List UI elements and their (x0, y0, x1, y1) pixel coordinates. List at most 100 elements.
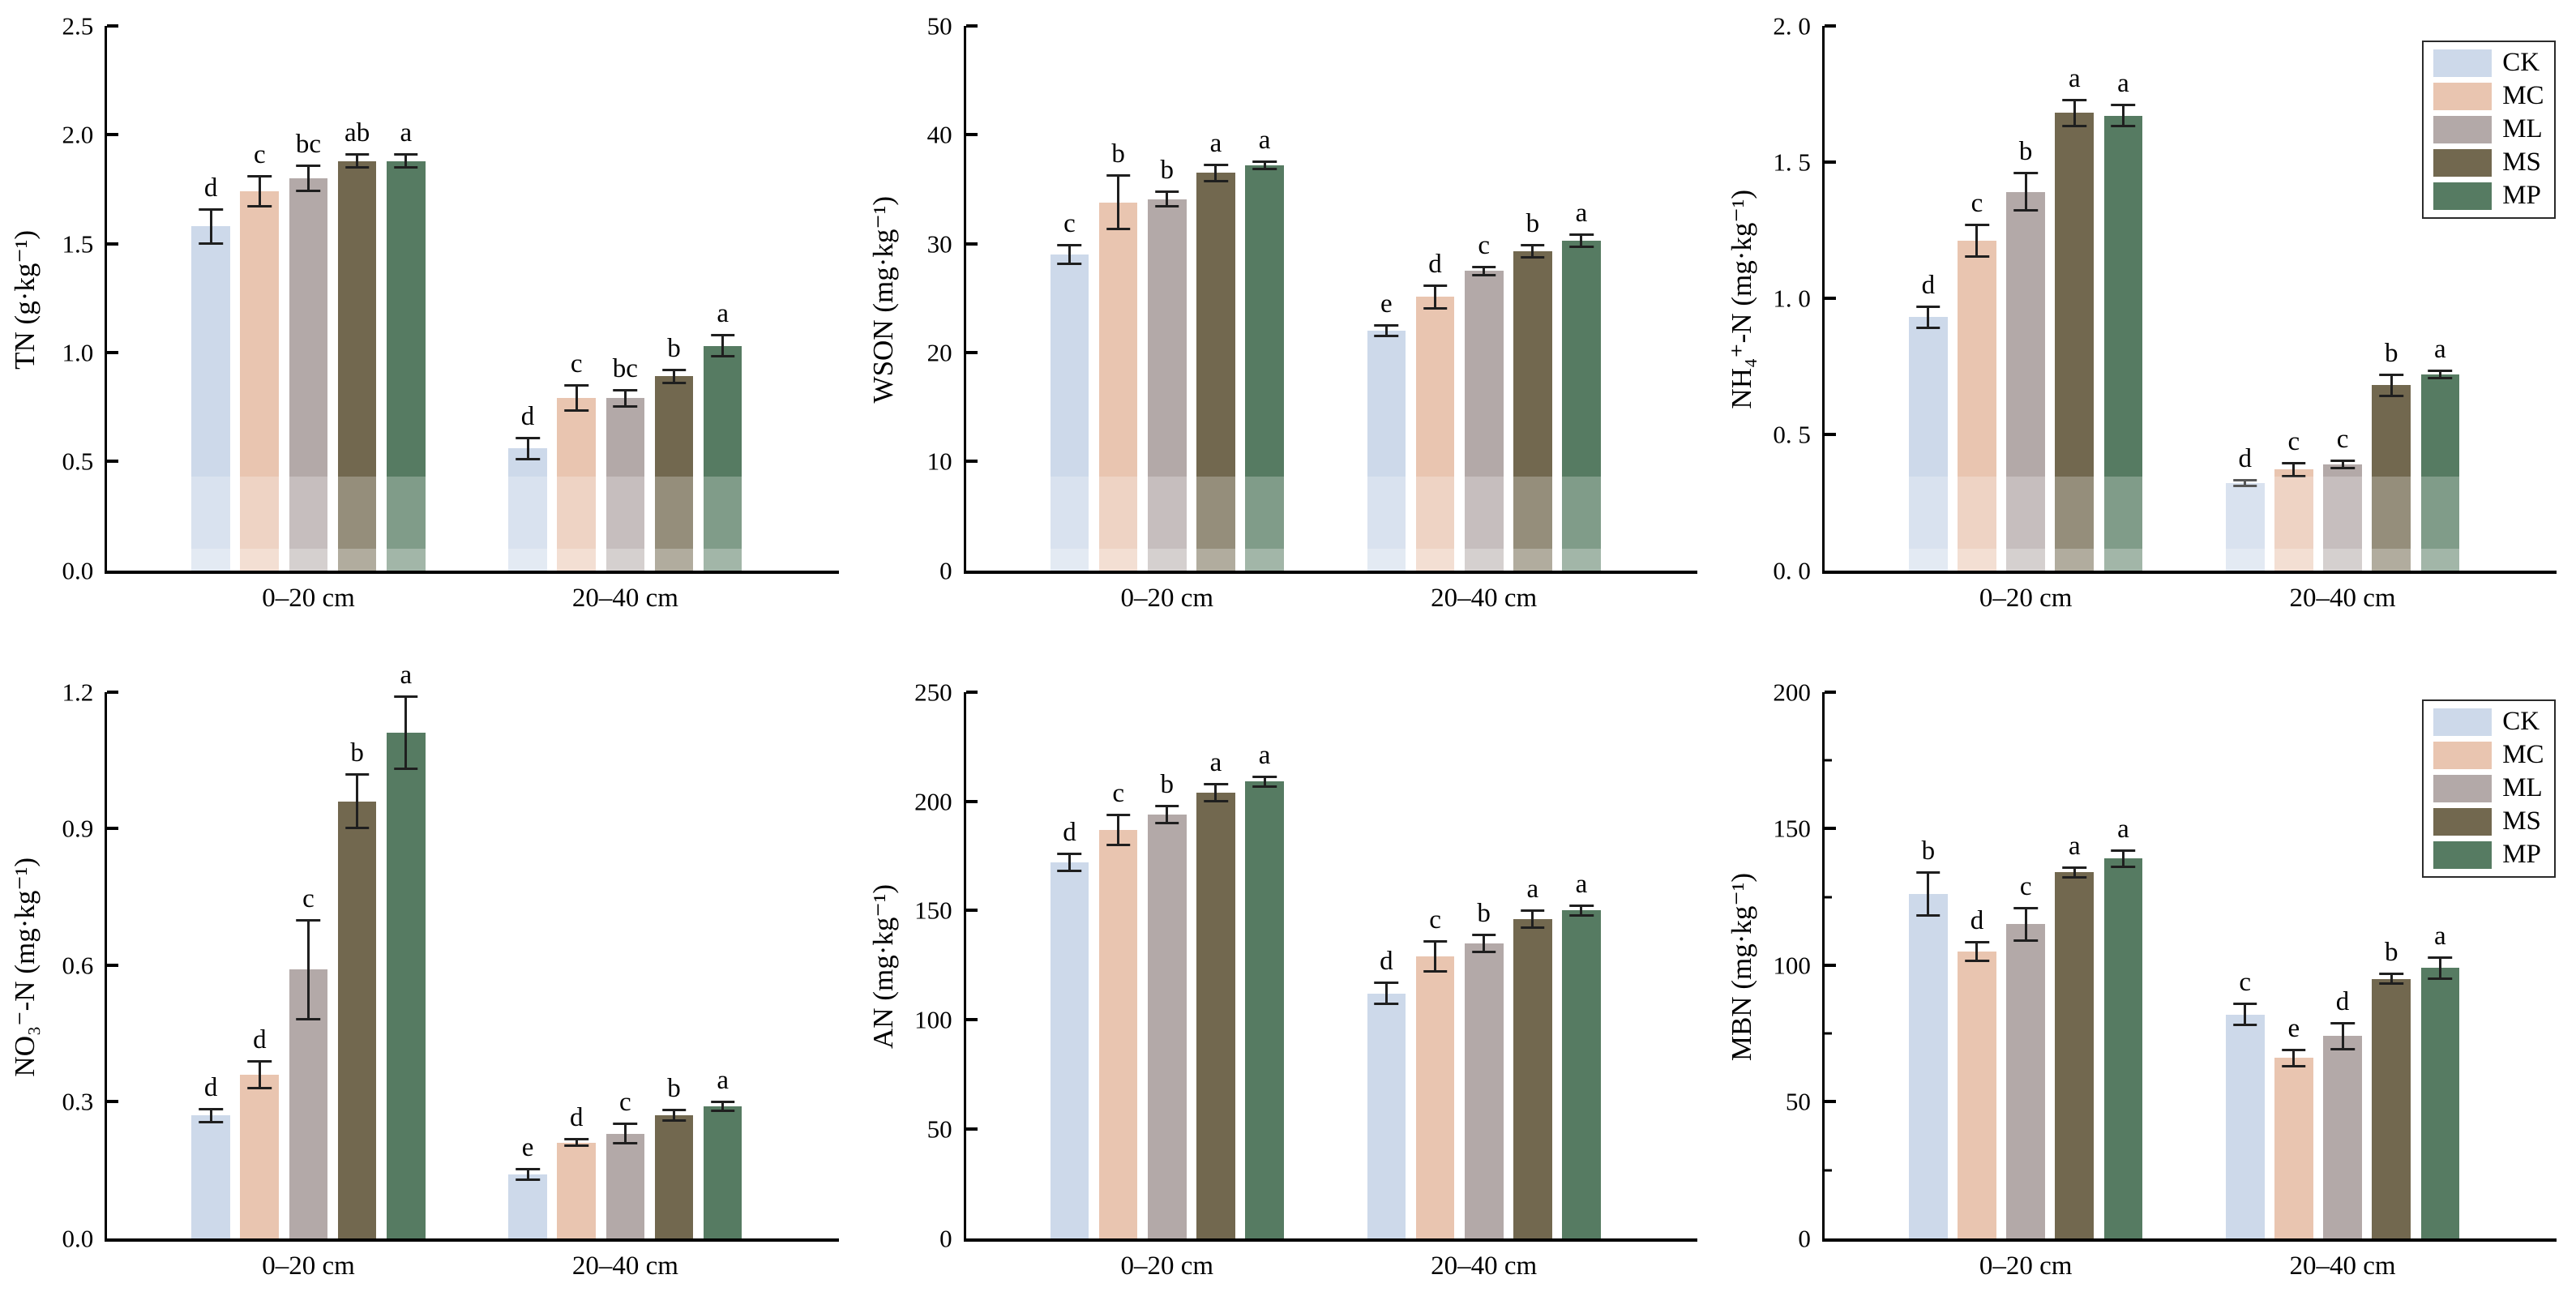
error-bar-cap-top (247, 1059, 272, 1063)
bar-group: d d c b a (188, 662, 430, 1238)
significance-letter: d (203, 173, 218, 203)
significance-letter: e (521, 1133, 534, 1163)
error-bar-cap-top (199, 1107, 223, 1110)
error-bar (2341, 1022, 2344, 1050)
error-bar-cap-bottom (2379, 982, 2403, 986)
significance-letter: b (1111, 139, 1125, 169)
error-bar-cap-bottom (394, 768, 418, 771)
legend-swatch-ms (2433, 807, 2493, 836)
y-tick-mark (965, 1018, 978, 1022)
error-bar-cap-top (1106, 174, 1131, 177)
bar-mp (386, 160, 426, 571)
significance-letter: a (1209, 128, 1222, 158)
error-bar-cap-top (2379, 972, 2403, 975)
error-bar-cap-top (1252, 160, 1277, 163)
bar-slot-ck: d (191, 26, 230, 571)
error-bar-cap-top (564, 384, 588, 387)
significance-letter: b (2384, 338, 2398, 368)
bar-mp (1562, 240, 1601, 571)
y-tick-label: 0.0 (62, 1224, 94, 1253)
significance-letter: d (203, 1072, 218, 1102)
bar-mc (2274, 1058, 2313, 1238)
y-tick-label: 40 (926, 120, 952, 149)
bar-slot-mc: c (557, 26, 597, 571)
y-tick-mark-minor (1824, 1032, 1832, 1035)
y-axis-title-wrap: AN (mg·kg⁻¹) (862, 692, 905, 1242)
error-bar-cap-top (296, 918, 321, 922)
error-bar-cap-bottom (2379, 394, 2403, 397)
y-axis-title-wrap: NO₃⁻-N (mg·kg⁻¹) (3, 692, 45, 1242)
significance-letter: d (1380, 947, 1393, 977)
significance-letter: b (1477, 899, 1491, 929)
bar-ms (654, 1115, 694, 1238)
bar-ml (1147, 814, 1187, 1238)
error-bar-cap-top (1471, 934, 1496, 937)
error-bar (1068, 244, 1071, 265)
error-bar-cap-top (1106, 813, 1131, 816)
bar-ms (1513, 251, 1552, 571)
bar-slot-ml: b (2006, 26, 2045, 571)
legend-row: MP (2433, 840, 2544, 870)
y-tick-mark (107, 242, 119, 246)
error-bar-cap-bottom (1155, 821, 1179, 824)
legend-row: CK (2433, 708, 2544, 736)
bar-slot-ms: a (1196, 692, 1235, 1238)
y-tick-label: 1. 0 (1773, 284, 1811, 313)
bar-group: d c b a a (1905, 26, 2146, 571)
error-bar-cap-bottom (516, 1178, 540, 1181)
y-tick-label: 150 (914, 896, 952, 925)
bar-slot-ck: d (191, 692, 230, 1238)
bar-slot-ms: b (654, 26, 694, 571)
y-tick-mark (1824, 827, 1836, 831)
bar-slot-ml: c (2006, 692, 2045, 1238)
error-bar-cap-bottom (516, 457, 540, 460)
y-axis-title: AN (mg·kg⁻¹) (867, 884, 900, 1050)
bar-slot-mc: b (1098, 26, 1138, 571)
bar-ck (1050, 254, 1089, 571)
bar-ms (2055, 113, 2095, 571)
error-bar-cap-top (2428, 956, 2453, 959)
bar-ml (2323, 1036, 2362, 1238)
significance-letter: e (2287, 1014, 2300, 1044)
bar-slot-mp: a (386, 26, 426, 571)
error-bar (2024, 173, 2027, 212)
y-tick-mark (107, 827, 119, 831)
significance-letter: b (1160, 770, 1175, 800)
significance-letter: a (1575, 198, 1588, 228)
error-bar (356, 154, 359, 168)
error-bar-cap-bottom (2013, 209, 2038, 212)
y-tick-mark (965, 350, 978, 354)
bar-ms (2372, 385, 2411, 571)
y-tick-mark (1824, 24, 1836, 28)
bar-ck (1050, 862, 1089, 1238)
bar-mc (557, 1142, 597, 1238)
error-bar-cap-top (516, 1168, 540, 1171)
bar-ms (2055, 872, 2095, 1238)
bar-group: d c c b a (2222, 26, 2463, 571)
error-bar (721, 1101, 725, 1111)
y-tick-mark (1824, 690, 1836, 694)
error-bar-cap-top (394, 695, 418, 699)
y-tick-label: 20 (926, 338, 952, 367)
error-bar (306, 165, 310, 192)
y-tick-mark (1824, 296, 1836, 300)
significance-letter: b (350, 738, 364, 768)
error-bar-cap-top (2013, 907, 2038, 910)
error-bar (404, 154, 408, 168)
legend-label: MC (2502, 740, 2544, 770)
y-tick-label: 0.9 (62, 814, 94, 843)
legend-row: MS (2433, 148, 2544, 177)
bar-mp (386, 733, 426, 1238)
y-axis-title-wrap: NH₄⁺-N (mg·kg⁻¹) (1721, 26, 1763, 574)
legend-label: MP (2502, 840, 2541, 870)
error-bar-cap-bottom (296, 1018, 321, 1021)
legend-row: CK (2433, 49, 2544, 77)
bar-group: c b b a a (1046, 26, 1288, 571)
significance-letter: d (520, 401, 535, 431)
x-tick-label: 20–40 cm (2289, 583, 2396, 613)
error-bar (2341, 460, 2344, 468)
error-bar-cap-bottom (1204, 180, 1228, 183)
bar-mc (1415, 956, 1455, 1238)
bar-slot-ml: b (1464, 692, 1504, 1238)
